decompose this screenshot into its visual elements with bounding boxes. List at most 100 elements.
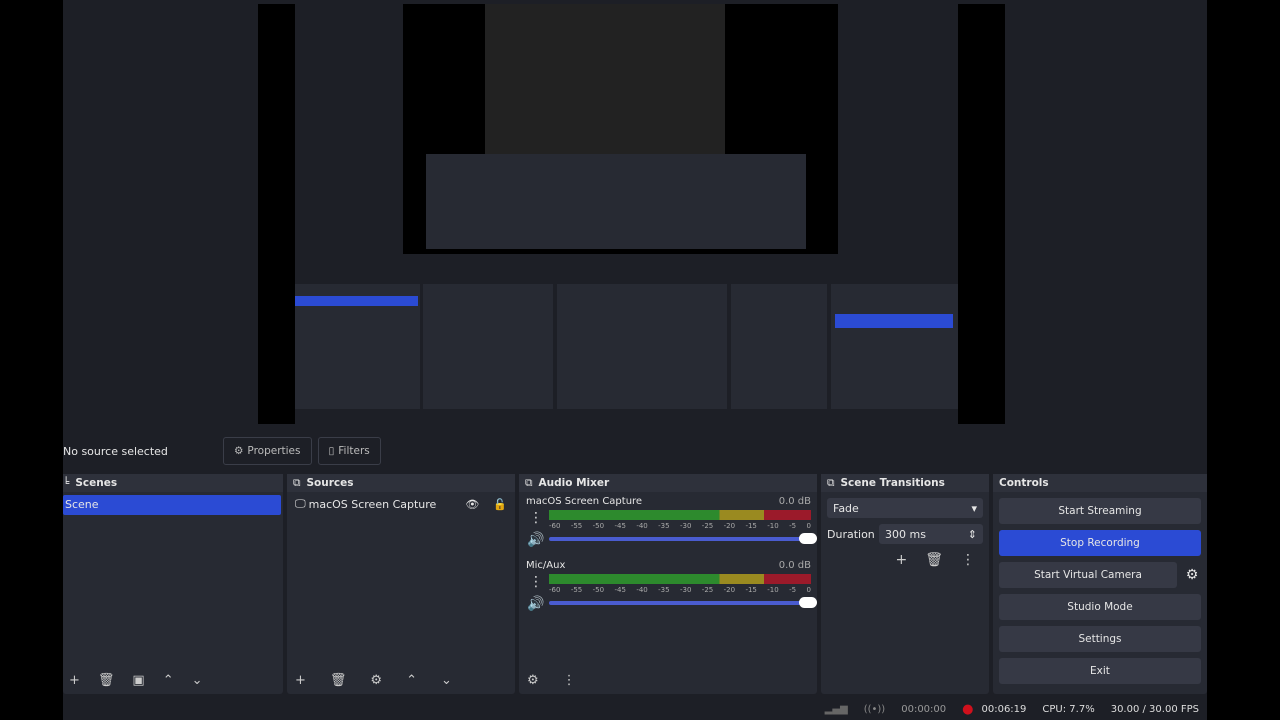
add-icon[interactable]: +: [69, 673, 80, 688]
channel-menu-icon[interactable]: ⋮: [529, 574, 543, 590]
meter-tick: -5: [789, 522, 797, 530]
meter-tick: -50: [592, 522, 605, 530]
meter-tick: -60: [549, 522, 561, 530]
gear-icon[interactable]: ⚙: [370, 673, 383, 688]
volume-meter: [549, 574, 811, 584]
source-name: macOS Screen Capture: [308, 497, 437, 511]
meter-tick: -10: [767, 522, 779, 530]
speaker-icon[interactable]: 🔊: [527, 596, 545, 612]
duration-spinbox[interactable]: 300 ms ⇕: [879, 524, 983, 544]
preview-area[interactable]: [63, 0, 1207, 430]
dock-icon: ╘: [63, 477, 70, 489]
recursive-screen-capture: [295, 4, 958, 424]
duration-value: 300 ms: [885, 527, 926, 541]
duration-label: Duration: [827, 527, 875, 541]
fps: 30.00 / 30.00 FPS: [1110, 703, 1199, 715]
meter-tick: -40: [636, 586, 648, 594]
trash-icon[interactable]: 🗑: [329, 673, 347, 688]
chevron-up-icon[interactable]: ⌃: [406, 673, 417, 688]
filters-label: Filters: [338, 445, 370, 457]
speaker-icon[interactable]: 🔊: [527, 532, 545, 548]
chevron-up-icon[interactable]: ⌃: [162, 673, 174, 688]
filters-button[interactable]: ▯ Filters: [317, 437, 381, 465]
properties-label: Properties: [247, 445, 301, 457]
meter-tick: -15: [745, 522, 757, 530]
meter-tick: -30: [679, 586, 692, 594]
more-menu-icon[interactable]: ⋮: [961, 552, 975, 568]
dock-icon: ⧉: [293, 476, 301, 489]
add-icon[interactable]: +: [295, 673, 306, 688]
studio-mode-button[interactable]: Studio Mode: [999, 594, 1201, 620]
channel-db: 0.0 dB: [778, 560, 811, 571]
scenes-title: Scenes: [75, 477, 118, 489]
controls-title: Controls: [999, 477, 1049, 489]
channel-menu-icon[interactable]: ⋮: [529, 510, 543, 526]
transition-value: Fade: [833, 501, 859, 515]
meter-tick: -30: [679, 522, 692, 530]
meter-tick: -35: [658, 586, 670, 594]
more-menu-icon[interactable]: ⋮: [562, 673, 576, 688]
add-icon[interactable]: +: [895, 552, 908, 568]
gear-icon: ⚙: [234, 445, 244, 457]
transitions-title: Scene Transitions: [840, 477, 945, 489]
status-bar: ▂▄▆ ((•)) 00:00:00 ● 00:06:19 CPU: 7.7% …: [63, 698, 1207, 720]
mixer-channel: macOS Screen Capture 0.0 dB ⋮ -60 -55 -50 -4…: [519, 492, 817, 556]
volume-slider-handle[interactable]: [799, 533, 817, 544]
chevron-down-icon: ▾: [971, 501, 977, 515]
obs-window: No source selected ⚙ Properties ▯ Filters …: [63, 0, 1207, 720]
properties-button[interactable]: ⚙ Properties: [223, 437, 312, 465]
scene-transitions-dock: ⧉ Scene Transitions Fade ▾ Duration 300 ms…: [821, 474, 989, 694]
stream-icon: ((•)): [863, 703, 886, 715]
meter-tick: -55: [570, 586, 583, 594]
chevron-down-icon[interactable]: ⌄: [191, 673, 203, 688]
advanced-audio-gear-icon[interactable]: ⚙: [527, 673, 539, 688]
volume-slider[interactable]: [549, 533, 817, 544]
channel-db: 0.0 dB: [778, 496, 811, 507]
meter-tick: -5: [789, 586, 797, 594]
volume-meter: [549, 510, 811, 520]
spin-icon: ⇕: [967, 527, 977, 541]
source-item[interactable]: 🖵 macOS Screen Capture 👁 🔓: [287, 492, 515, 516]
dock-icon: ⧉: [525, 476, 533, 489]
volume-slider[interactable]: [549, 597, 817, 608]
virtual-camera-gear-icon[interactable]: ⚙: [1185, 567, 1199, 583]
scene-item[interactable]: Scene: [63, 495, 281, 515]
meter-tick: -40: [636, 522, 648, 530]
settings-button[interactable]: Settings: [999, 626, 1201, 652]
meter-tick: -20: [723, 586, 736, 594]
channel-name: macOS Screen Capture: [526, 496, 643, 507]
no-source-label: No source selected: [63, 444, 168, 458]
recording-icon: ●: [962, 701, 974, 717]
exit-button[interactable]: Exit: [999, 658, 1201, 684]
cpu-usage: CPU: 7.7%: [1042, 703, 1095, 715]
filter-icon[interactable]: ▣: [132, 673, 145, 688]
preview-canvas[interactable]: [258, 4, 1005, 424]
meter-tick: -35: [658, 522, 670, 530]
start-virtual-camera-button[interactable]: Start Virtual Camera: [999, 562, 1177, 588]
signal-icon: ▂▄▆: [824, 703, 848, 715]
volume-slider-handle[interactable]: [799, 597, 817, 608]
meter-tick: -10: [767, 586, 779, 594]
scenes-dock: ╘ Scenes Scene + 🗑 ▣ ⌃ ⌄: [63, 474, 283, 694]
trash-icon[interactable]: 🗑: [97, 673, 115, 688]
filter-icon: ▯: [328, 445, 335, 457]
monitor-icon: 🖵: [295, 497, 306, 510]
meter-tick: -45: [614, 586, 626, 594]
dock-icon: ⧉: [827, 476, 835, 489]
stop-recording-button[interactable]: Stop Recording: [999, 530, 1201, 556]
unlock-icon[interactable]: 🔓: [493, 497, 507, 511]
chevron-down-icon[interactable]: ⌄: [440, 673, 452, 688]
trash-icon[interactable]: 🗑: [925, 552, 943, 568]
eye-icon[interactable]: 👁: [465, 497, 480, 511]
sources-title: Sources: [306, 477, 354, 489]
meter-tick: 0: [806, 586, 811, 594]
mixer-channel: Mic/Aux 0.0 dB ⋮ -60 -55 -50 -45 -40 -35 -30 -25…: [519, 556, 817, 620]
recording-time: 00:06:19: [981, 703, 1027, 715]
meter-tick: -25: [701, 522, 714, 530]
meter-tick: -25: [701, 586, 714, 594]
meter-tick: -20: [723, 522, 736, 530]
transition-select[interactable]: Fade ▾: [827, 498, 983, 518]
channel-name: Mic/Aux: [526, 560, 566, 571]
meter-tick: -45: [614, 522, 626, 530]
start-streaming-button[interactable]: Start Streaming: [999, 498, 1201, 524]
